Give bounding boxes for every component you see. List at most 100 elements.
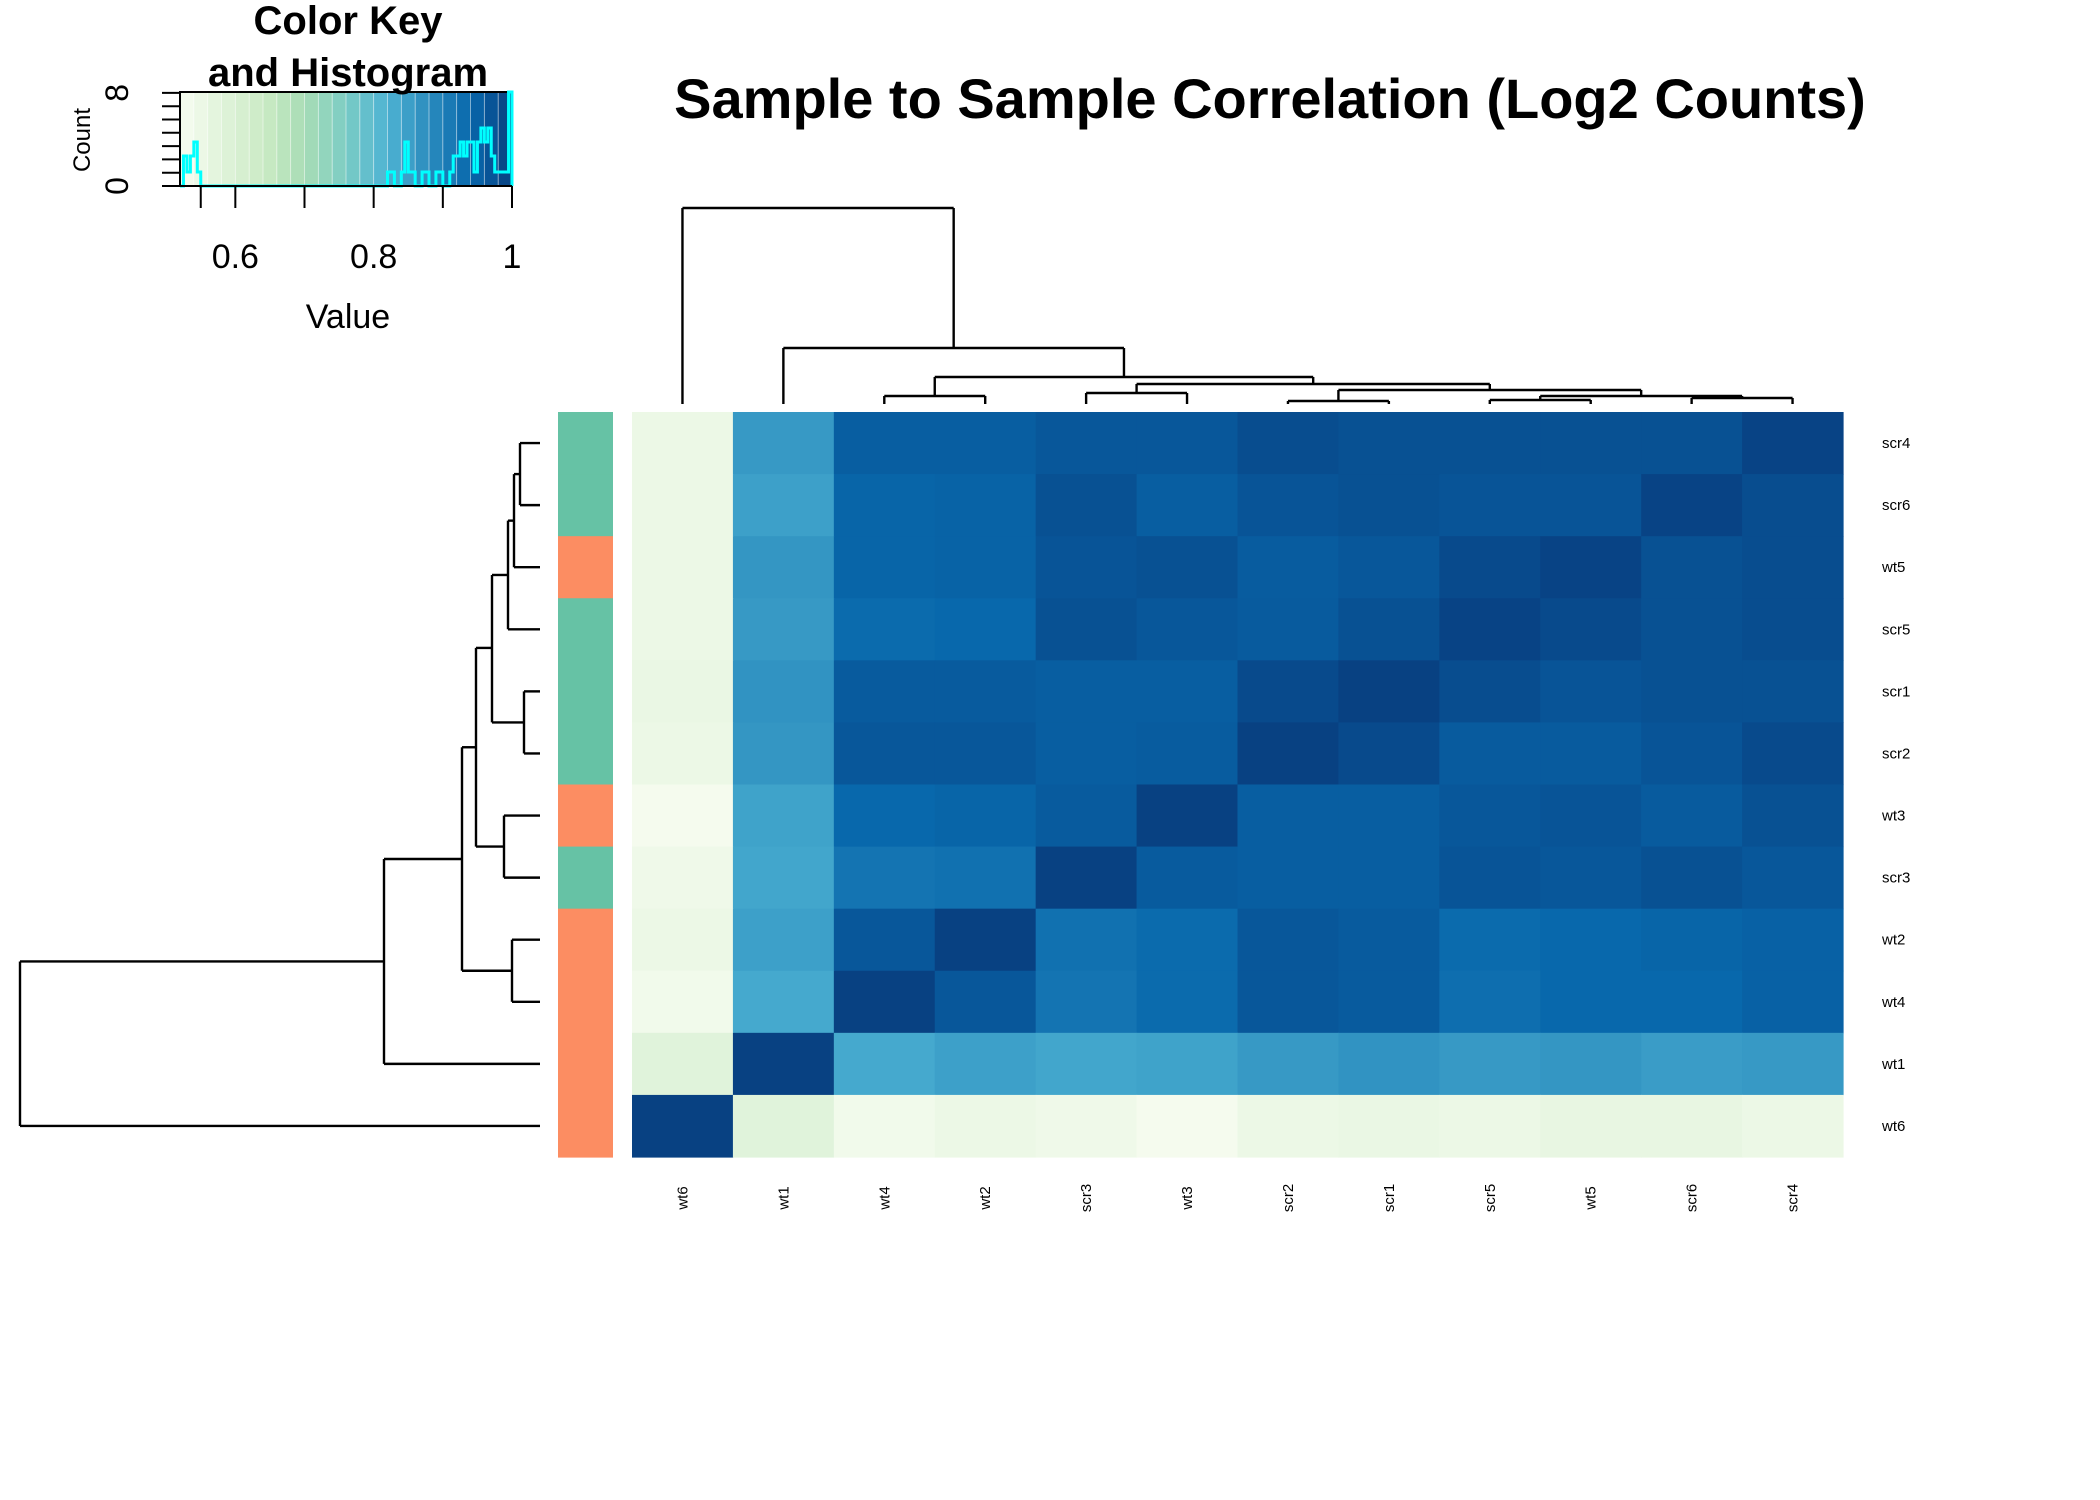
heatmap-cell <box>1136 598 1239 661</box>
heatmap-cell <box>732 1094 835 1158</box>
heatmap-cell <box>1035 474 1138 537</box>
heatmap-cell <box>1338 412 1440 475</box>
heatmap-cell <box>934 846 1037 910</box>
heatmap-cell <box>1641 536 1743 599</box>
heatmap-cell <box>1641 970 1743 1034</box>
heatmap-cell <box>934 598 1037 661</box>
color-key-swatch <box>373 92 388 186</box>
heatmap-cell <box>1338 474 1440 537</box>
heatmap-cell <box>1540 908 1642 972</box>
heatmap-cell <box>732 970 835 1034</box>
heatmap-cell <box>732 536 835 599</box>
color-key-y-tick-label: 8 <box>99 84 135 102</box>
heatmap-cell <box>1136 722 1239 786</box>
column-label: wt2 <box>977 1186 994 1210</box>
heatmap-cell <box>1439 660 1541 724</box>
color-key-swatch <box>221 92 236 186</box>
heatmap-cell <box>1338 598 1440 661</box>
heatmap-cell <box>934 1032 1037 1096</box>
heatmap-cell <box>934 1094 1037 1158</box>
heatmap-cell <box>1641 1032 1743 1096</box>
row-group-color <box>558 722 613 786</box>
heatmap-cell <box>1641 412 1743 475</box>
heatmap-cell <box>934 536 1037 599</box>
heatmap-cell <box>1237 722 1340 786</box>
color-key-y-tick-label: 0 <box>99 177 135 195</box>
heatmap-cell <box>1136 908 1239 972</box>
heatmap-cell <box>1742 970 1844 1034</box>
heatmap-cell <box>833 598 936 661</box>
heatmap-cell <box>1035 1032 1138 1096</box>
heatmap-cell <box>1035 970 1138 1034</box>
column-dendrogram <box>681 206 1794 404</box>
heatmap-cell <box>833 1094 936 1158</box>
heatmap-cell <box>1338 784 1440 848</box>
heatmap-cell <box>632 908 734 972</box>
column-label: scr5 <box>1482 1184 1499 1212</box>
heatmap-cell <box>1136 970 1239 1034</box>
heatmap-cell <box>732 412 835 475</box>
heatmap-cell <box>1641 846 1743 910</box>
heatmap-cell <box>632 1094 734 1158</box>
heatmap-cell <box>1742 412 1844 475</box>
row-dendrogram <box>18 441 540 1128</box>
heatmap-cell <box>1540 660 1642 724</box>
heatmap-cell <box>833 660 936 724</box>
row-label: wt2 <box>1881 932 1905 949</box>
row-label: wt6 <box>1881 1118 1905 1135</box>
heatmap-cell <box>1035 598 1138 661</box>
heatmap-cell <box>1439 1032 1541 1096</box>
row-label: wt4 <box>1881 994 1905 1011</box>
heatmap-cell <box>1540 598 1642 661</box>
heatmap-cell <box>1641 598 1743 661</box>
heatmap-cell <box>1136 846 1239 910</box>
heatmap-cell <box>1237 908 1340 972</box>
heatmap-cell <box>1742 474 1844 537</box>
row-side-colors <box>558 412 613 1158</box>
heatmap-cell <box>1338 1032 1440 1096</box>
heatmap-cell <box>1338 970 1440 1034</box>
heatmap-cell <box>1136 412 1239 475</box>
heatmap-cell <box>1237 1032 1340 1096</box>
color-key-swatch <box>290 92 305 186</box>
heatmap-cell <box>1035 908 1138 972</box>
color-key-swatch <box>304 92 319 186</box>
row-group-color <box>558 846 613 910</box>
heatmap-cell <box>1338 908 1440 972</box>
heatmap-cell <box>1338 722 1440 786</box>
heatmap-cells <box>632 412 1844 1158</box>
heatmap-cell <box>1237 784 1340 848</box>
row-label: wt3 <box>1881 808 1905 825</box>
heatmap-cell <box>1439 536 1541 599</box>
heatmap-cell <box>1338 1094 1440 1158</box>
heatmap-cell <box>632 536 734 599</box>
heatmap-cell <box>632 784 734 848</box>
column-label: scr2 <box>1280 1184 1297 1212</box>
heatmap-cell <box>833 474 936 537</box>
heatmap-cell <box>732 908 835 972</box>
heatmap-cell <box>632 1032 734 1096</box>
heatmap-cell <box>732 598 835 661</box>
row-label: wt5 <box>1881 559 1905 576</box>
heatmap-cell <box>1237 598 1340 661</box>
color-key-x-tick-label: 1 <box>503 238 522 276</box>
row-group-color <box>558 784 613 848</box>
heatmap-cell <box>934 722 1037 786</box>
row-group-color <box>558 660 613 724</box>
heatmap-cell <box>632 660 734 724</box>
heatmap-cell <box>833 784 936 848</box>
heatmap-cell <box>732 846 835 910</box>
heatmap-cell <box>1338 846 1440 910</box>
row-label: scr3 <box>1882 870 1910 887</box>
heatmap-cell <box>1742 1032 1844 1096</box>
color-key-swatch <box>359 92 374 186</box>
heatmap-cell <box>632 970 734 1034</box>
column-label: scr1 <box>1381 1184 1398 1212</box>
color-key-xlabel: Value <box>306 298 390 336</box>
chart-title: Sample to Sample Correlation (Log2 Count… <box>674 67 1866 130</box>
color-key-subtitle: and Histogram <box>208 51 488 95</box>
histogram-line <box>180 90 514 188</box>
heatmap-cell <box>1237 474 1340 537</box>
heatmap-cell <box>934 970 1037 1034</box>
